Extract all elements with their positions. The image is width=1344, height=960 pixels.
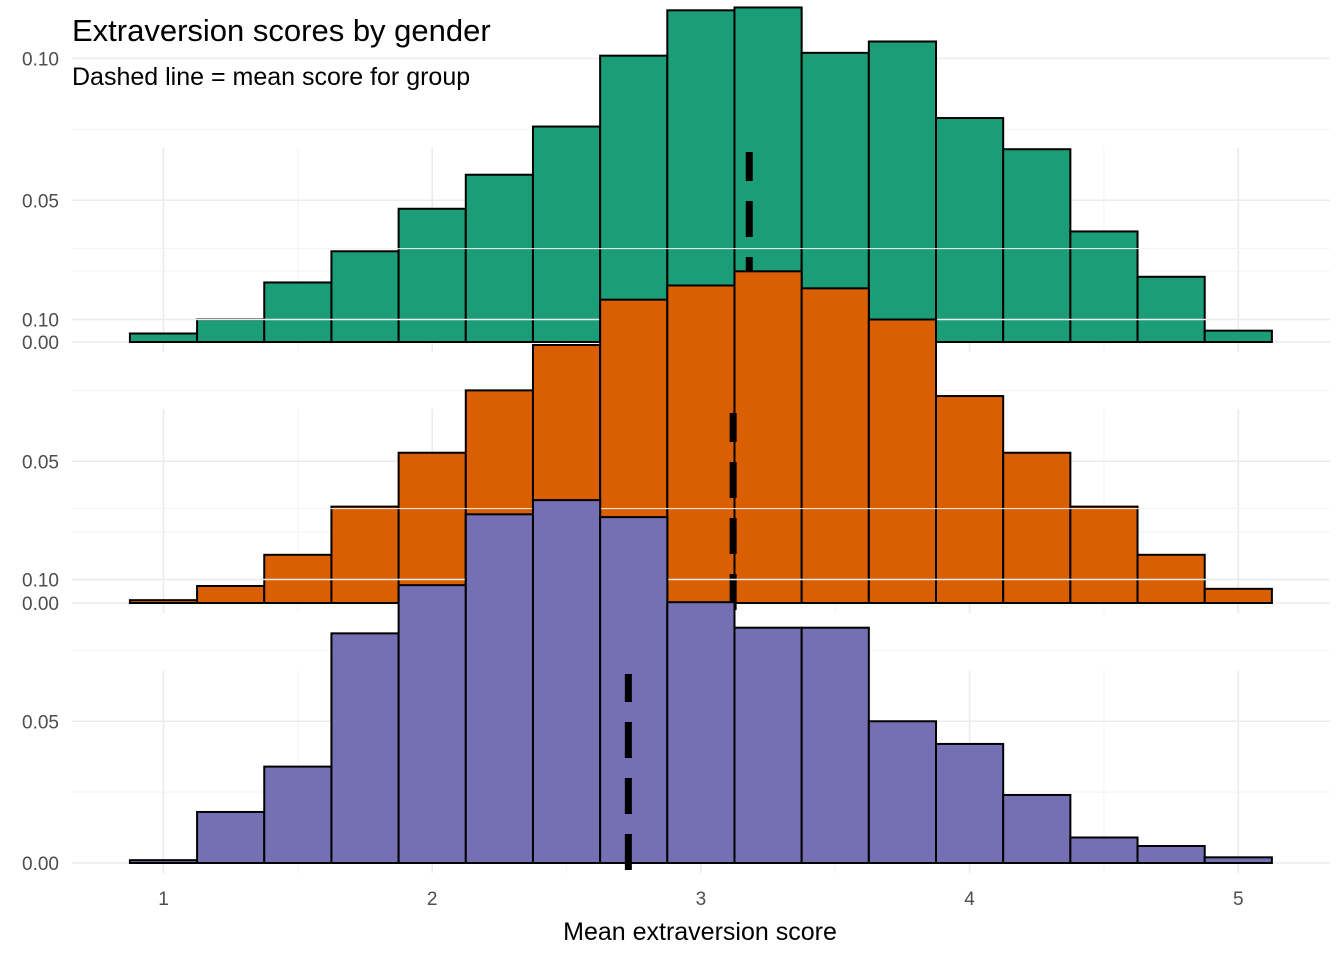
histogram-bar bbox=[1002, 451, 1072, 604]
histogram-bar bbox=[464, 173, 534, 343]
histogram-bar bbox=[1203, 587, 1273, 605]
histogram-bar bbox=[263, 765, 333, 864]
histogram-bar bbox=[330, 250, 400, 343]
y-tick-label: 0.00 bbox=[22, 594, 59, 615]
y-tick-label: 0.05 bbox=[22, 452, 59, 473]
y-tick-label: 0.00 bbox=[22, 854, 59, 875]
histogram-bar bbox=[1203, 329, 1273, 344]
chart-title: Extraversion scores by gender bbox=[72, 13, 491, 48]
y-tick-label: 0.10 bbox=[22, 50, 59, 71]
histogram-bar bbox=[196, 810, 266, 864]
histogram-bar bbox=[397, 207, 467, 343]
histogram-bar bbox=[935, 117, 1005, 343]
histogram-bar bbox=[128, 332, 199, 343]
y-tick-label: 0.00 bbox=[22, 333, 59, 354]
histogram-bar bbox=[330, 632, 400, 864]
histogram-bar bbox=[666, 284, 736, 604]
y-tick-label: 0.05 bbox=[22, 712, 59, 733]
x-axis: 1 2 3 4 5 bbox=[158, 889, 1243, 910]
histogram-bar bbox=[263, 281, 333, 343]
histogram-bar bbox=[397, 584, 467, 864]
histogram-bar bbox=[800, 287, 870, 604]
histogram-bar bbox=[1136, 275, 1206, 344]
histogram-bar bbox=[733, 270, 803, 604]
panel-non-binary: Non-binary0.000.050.10 bbox=[22, 499, 1330, 875]
histogram-bar bbox=[330, 505, 400, 604]
y-tick-label: 0.10 bbox=[22, 311, 59, 332]
x-tick-label: 4 bbox=[964, 889, 975, 910]
histogram-bar bbox=[1136, 844, 1206, 864]
histogram-bar bbox=[531, 125, 602, 344]
histogram-bar bbox=[128, 599, 199, 604]
histogram-bar bbox=[196, 318, 266, 344]
histogram-bar bbox=[867, 720, 938, 864]
histogram-bar bbox=[531, 499, 602, 864]
histogram-bar bbox=[1203, 856, 1273, 865]
histogram-bar bbox=[935, 395, 1005, 605]
histogram-bar bbox=[1002, 148, 1072, 343]
y-tick-label: 0.10 bbox=[22, 571, 59, 592]
histogram-bar bbox=[867, 318, 938, 604]
x-tick-label: 1 bbox=[158, 889, 169, 910]
histogram-bar bbox=[800, 626, 870, 864]
histogram-bar bbox=[196, 584, 266, 604]
histogram-bar bbox=[1069, 230, 1139, 343]
histogram-bar bbox=[1069, 505, 1139, 604]
y-tick-label: 0.05 bbox=[22, 191, 59, 212]
histogram-bar bbox=[935, 742, 1005, 864]
histogram-bar bbox=[397, 451, 467, 604]
facet-panels: Man0.000.050.10Woman0.000.050.10Non-bina… bbox=[22, 6, 1330, 875]
histogram-bar bbox=[867, 40, 938, 344]
x-tick-label: 5 bbox=[1233, 889, 1244, 910]
chart-subtitle: Dashed line = mean score for group bbox=[72, 63, 470, 91]
x-axis-label: Mean extraversion score bbox=[563, 918, 837, 946]
x-tick-label: 3 bbox=[696, 889, 707, 910]
panel-man: Man0.000.050.10 bbox=[22, 6, 1330, 354]
x-tick-label: 2 bbox=[427, 889, 438, 910]
histogram-bar bbox=[1002, 793, 1072, 865]
histogram-bar bbox=[733, 626, 803, 864]
histogram-bar bbox=[599, 516, 669, 864]
histogram-bar bbox=[666, 601, 736, 864]
histogram-bar bbox=[1069, 836, 1139, 864]
histogram-bar bbox=[464, 513, 534, 864]
histogram-bar bbox=[128, 859, 199, 864]
